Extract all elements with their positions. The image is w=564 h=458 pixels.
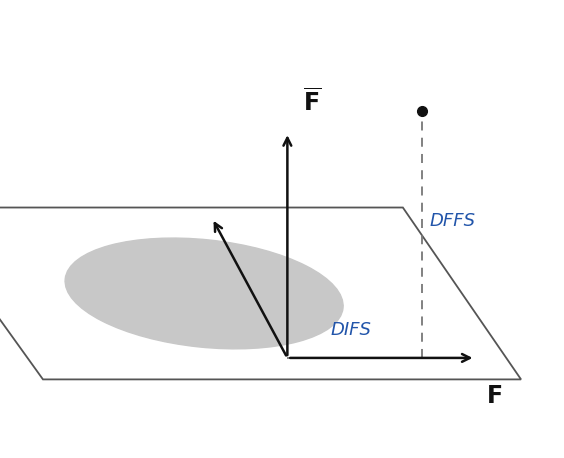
Ellipse shape xyxy=(65,238,343,349)
Text: DIFS: DIFS xyxy=(331,321,371,339)
Text: $\mathbf{F}$: $\mathbf{F}$ xyxy=(486,385,502,408)
Text: $\overline{\mathbf{F}}$: $\overline{\mathbf{F}}$ xyxy=(303,89,321,116)
Polygon shape xyxy=(0,207,521,379)
Text: DFFS: DFFS xyxy=(430,212,475,230)
